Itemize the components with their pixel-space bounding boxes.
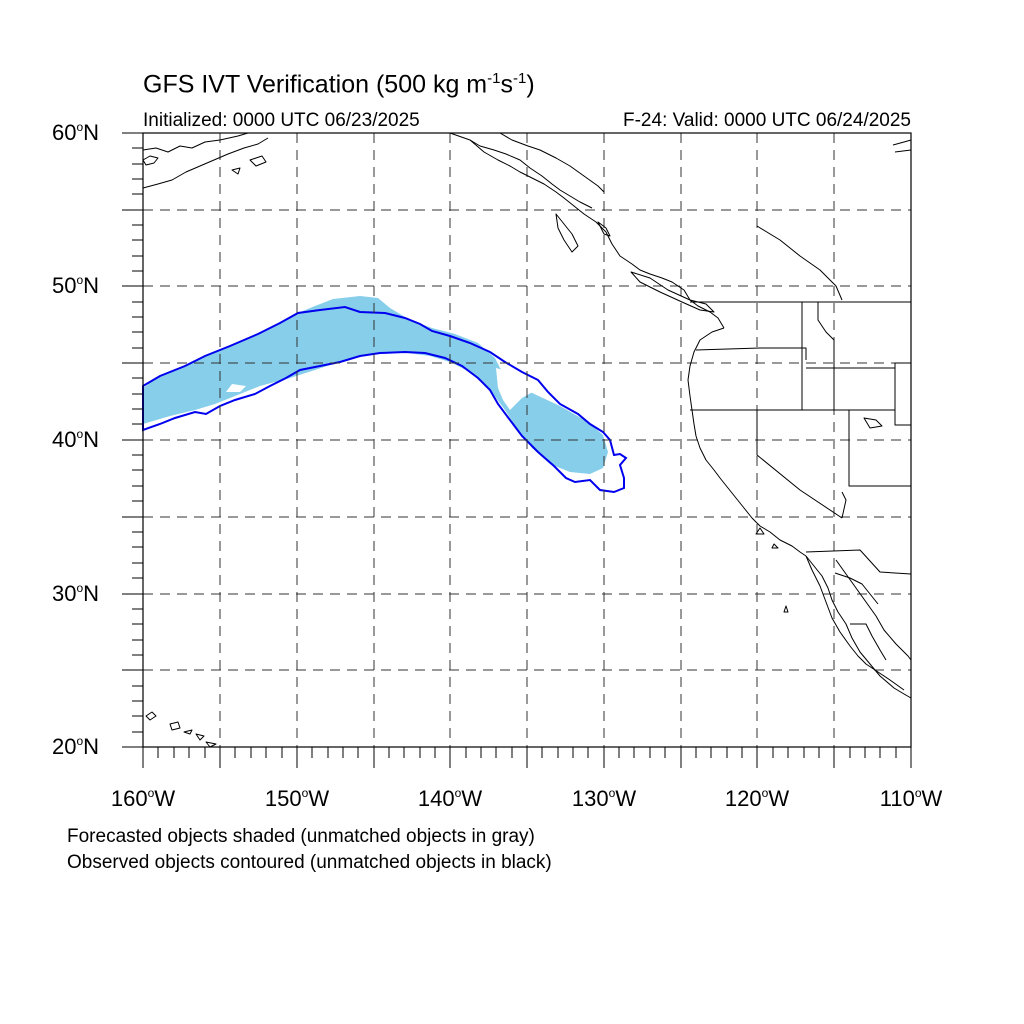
graticule bbox=[143, 133, 911, 747]
forecast-ivt-object bbox=[143, 296, 608, 474]
forecast-gap bbox=[226, 384, 246, 392]
lon-label-110w: 110oW bbox=[879, 786, 943, 811]
caption-observed: Observed objects contoured (unmatched ob… bbox=[67, 852, 552, 873]
lon-label-150w: 150oW bbox=[264, 786, 330, 811]
lon-label-160w: 160oW bbox=[110, 786, 176, 811]
lat-label-60n: 60oN bbox=[52, 120, 100, 145]
tick-marks bbox=[122, 132, 912, 768]
initialized-time: Initialized: 0000 UTC 06/23/2025 bbox=[143, 110, 420, 131]
lat-label-20n: 20oN bbox=[52, 734, 100, 759]
lon-label-140w: 140oW bbox=[417, 786, 483, 811]
valid-time: F-24: Valid: 0000 UTC 06/24/2025 bbox=[623, 110, 911, 131]
caption-forecast: Forecasted objects shaded (unmatched obj… bbox=[67, 826, 535, 847]
lat-label-50n: 50oN bbox=[52, 273, 100, 298]
lon-label-130w: 130oW bbox=[571, 786, 637, 811]
lat-label-30n: 30oN bbox=[52, 581, 100, 606]
observed-ivt-contour bbox=[142, 305, 628, 494]
map-title: GFS IVT Verification (500 kg m-1s-1) bbox=[143, 70, 535, 99]
lon-label-120w: 120oW bbox=[724, 786, 790, 811]
forecast-gap bbox=[496, 368, 536, 410]
coastlines bbox=[142, 132, 912, 748]
lat-label-40n: 40oN bbox=[52, 427, 100, 452]
